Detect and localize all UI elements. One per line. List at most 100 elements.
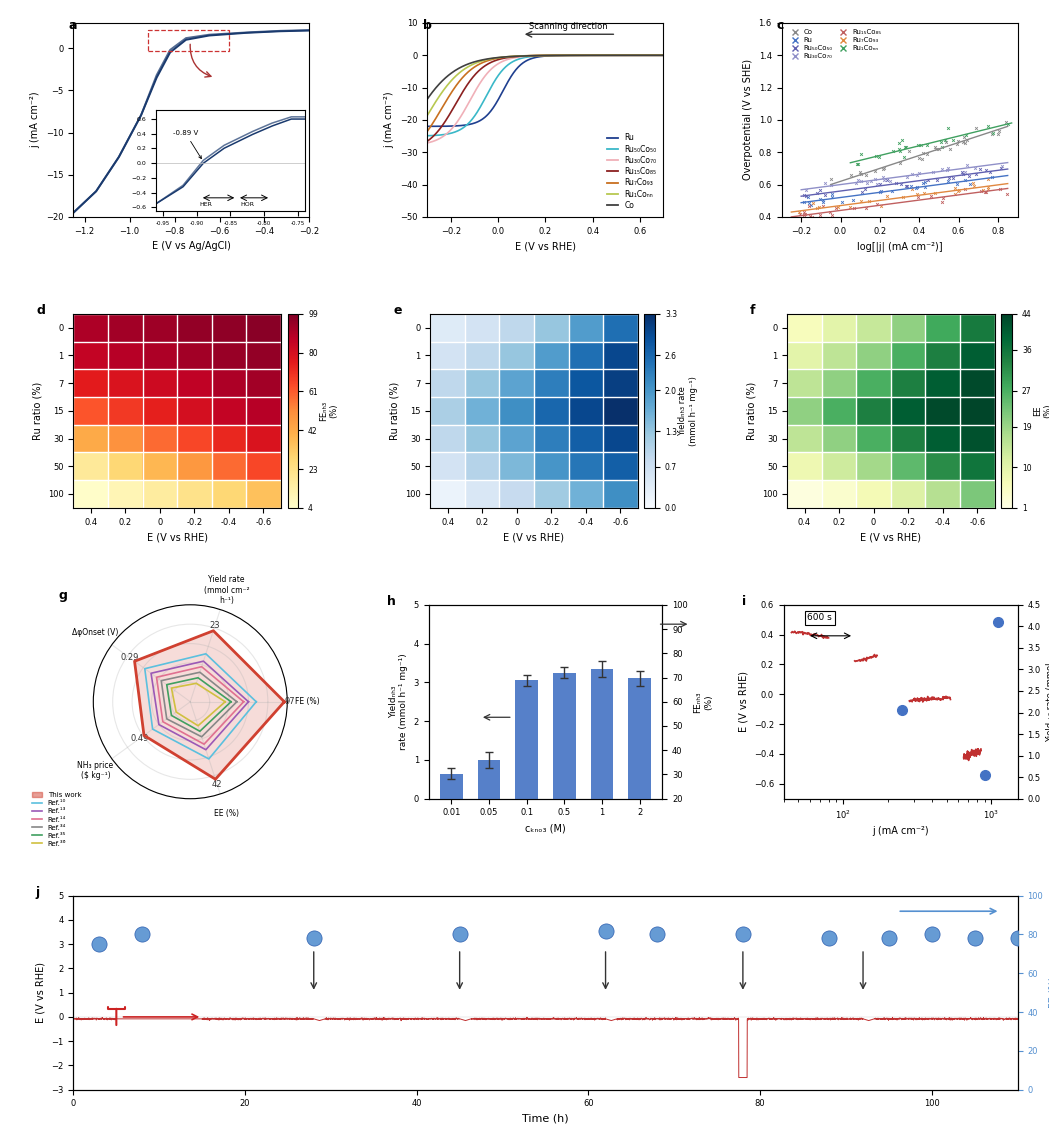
Point [915, 143, 932, 162]
Bar [515, 680, 538, 798]
Point [962, 175, 979, 194]
Y-axis label: j (mA cm⁻²): j (mA cm⁻²) [385, 92, 394, 148]
Point [957, 163, 973, 181]
Point [852, 171, 869, 189]
Point [1009, 929, 1026, 947]
Y-axis label: Ru ratio (%): Ru ratio (%) [33, 382, 42, 440]
Point [854, 184, 871, 202]
Bar [628, 679, 651, 798]
Point [891, 133, 907, 151]
Point [998, 112, 1014, 131]
Point [920, 171, 937, 189]
Point [815, 192, 832, 210]
Point [853, 145, 870, 163]
Point [916, 184, 933, 202]
Point [842, 197, 859, 216]
Point [957, 180, 973, 198]
Text: 0.29: 0.29 [121, 654, 140, 662]
Point [980, 170, 997, 188]
Point [919, 136, 936, 155]
Point [934, 161, 950, 179]
Point [91, 935, 108, 953]
Point [795, 205, 812, 224]
Point [980, 179, 997, 197]
Point [898, 177, 915, 195]
X-axis label: E (V vs RHE): E (V vs RHE) [515, 241, 576, 251]
Point [934, 193, 950, 211]
Point [795, 203, 812, 221]
Point [792, 204, 809, 223]
Point [869, 195, 885, 213]
Point [924, 163, 941, 181]
Point [823, 185, 840, 203]
Point [872, 174, 889, 193]
Point [930, 140, 947, 158]
Point [978, 161, 994, 179]
Legend: Ru, Ru₅₀Co₅₀, Ru₃₀Co₇₀, Ru₁₅Co₈₅, Ru₇Co₉₃, Ru₁Coₙₙ, Co: Ru, Ru₅₀Co₅₀, Ru₃₀Co₇₀, Ru₁₅Co₈₅, Ru₇Co₉… [604, 131, 660, 213]
Point [816, 173, 833, 192]
Point [949, 182, 966, 201]
Point [917, 178, 934, 196]
Point [934, 138, 950, 156]
Text: a: a [69, 19, 78, 32]
Point [811, 197, 828, 216]
Point [950, 132, 967, 150]
Point [820, 929, 837, 947]
Text: h: h [387, 595, 395, 608]
Point [815, 197, 832, 216]
Point [859, 173, 876, 192]
Point [895, 148, 912, 166]
Bar [477, 760, 500, 798]
Point [875, 159, 892, 178]
Point [812, 181, 829, 200]
Point [911, 164, 927, 182]
Point [959, 131, 976, 149]
Point [961, 166, 978, 185]
Point [849, 155, 865, 173]
Y-axis label: FEₙₕ₃
(%): FEₙₕ₃ (%) [319, 400, 339, 421]
Text: c: c [776, 19, 785, 32]
Point [908, 185, 925, 203]
Point [917, 172, 934, 190]
Legend: This work, Ref.¹⁰, Ref.¹³, Ref.¹⁴, Ref.³⁴, Ref.³⁵, Ref.³⁶: This work, Ref.¹⁰, Ref.¹³, Ref.¹⁴, Ref.³… [29, 789, 84, 850]
Y-axis label: j (mA cm⁻²): j (mA cm⁻²) [30, 92, 41, 148]
Point [980, 117, 997, 135]
Point [968, 165, 985, 184]
X-axis label: E (V vs RHE): E (V vs RHE) [504, 532, 564, 543]
Point [451, 926, 468, 944]
Y-axis label: E (V vs RHE): E (V vs RHE) [36, 962, 46, 1023]
Point [933, 132, 949, 150]
Point [923, 926, 940, 944]
Point [928, 140, 945, 158]
Point [922, 187, 939, 205]
Point [879, 171, 896, 189]
Point [950, 180, 967, 198]
Point [991, 180, 1008, 198]
Point [957, 133, 973, 151]
Point [823, 188, 840, 206]
Legend: Co, Ru, Ru₅₀Co₅₀, Ru₃₀Co₇₀, Ru₁₅Co₈₅, Ru₇Co₉₃, Ru₁Coₙₙ: Co, Ru, Ru₅₀Co₅₀, Ru₃₀Co₇₀, Ru₁₅Co₈₅, Ru… [785, 26, 884, 62]
Point [918, 146, 935, 164]
Point [978, 182, 994, 201]
Y-axis label: Overpotential (V vs SHE): Overpotential (V vs SHE) [743, 60, 753, 180]
Point [892, 142, 908, 161]
Y-axis label: Yieldₙₕ₃ rate (mmol
cm⁻² h⁻¹): Yieldₙₕ₃ rate (mmol cm⁻² h⁻¹) [1046, 662, 1049, 741]
Point [935, 189, 951, 208]
Point [883, 181, 900, 200]
Text: f: f [750, 304, 755, 318]
X-axis label: E (V vs Ag/AgCl): E (V vs Ag/AgCl) [152, 241, 231, 251]
Point [957, 171, 973, 189]
Point [805, 194, 821, 212]
Text: e: e [393, 304, 402, 318]
Point [878, 187, 895, 205]
Text: 97: 97 [285, 697, 296, 707]
Point [956, 127, 972, 146]
Bar [440, 773, 463, 798]
Point [873, 182, 890, 201]
Point [133, 926, 150, 944]
Point [913, 150, 929, 169]
Point [926, 138, 943, 156]
Point [828, 198, 844, 217]
X-axis label: cₖₙₒ₃ (M): cₖₙₒ₃ (M) [526, 824, 565, 833]
Point [873, 197, 890, 216]
